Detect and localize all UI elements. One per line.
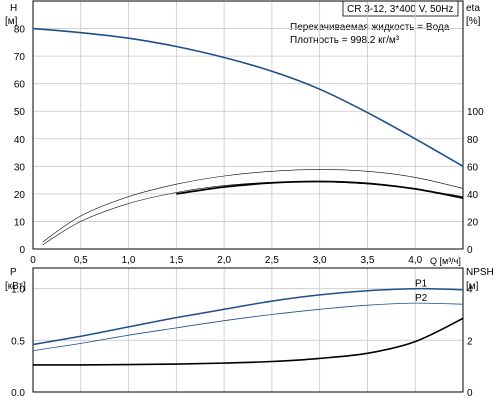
fluid-label: Перекачиваемая жидкость = Вода	[290, 22, 450, 33]
top-left-y-tick-label: 40	[14, 135, 26, 146]
top-x-tick-label: 4,0	[408, 255, 422, 266]
bottom-right-y-tick-label: 2	[467, 336, 473, 347]
bottom-right-y-tick-label: 0	[467, 388, 473, 399]
bottom-plot-frame	[32, 267, 464, 393]
bottom-right-y-tick-label: 4	[467, 285, 473, 296]
pump-title: CR 3-12, 3*400 V, 50Hz	[347, 4, 453, 15]
top-x-tick-label: 3,5	[360, 255, 374, 266]
bottom-left-axis-title: P	[10, 267, 17, 278]
top-right-axis-title: eta	[466, 3, 480, 14]
top-x-tick-label: 3,0	[313, 255, 327, 266]
top-x-tick-label: 0	[30, 255, 36, 266]
power-npsh-plot: 0.0 0.5 1.0 0 2 4 P1 P2	[11, 267, 473, 399]
top-x-tick-label: 2,5	[265, 255, 279, 266]
top-right-y-tick-label: 60	[467, 162, 479, 173]
top-right-y-tick-label: 100	[467, 107, 484, 118]
top-left-y-tick-label: 50	[14, 107, 26, 118]
efficiency-bold-curve	[176, 180, 464, 199]
top-left-y-tick-label: 70	[14, 52, 26, 63]
bottom-left-y-tick-label: 0.5	[11, 336, 25, 347]
series-p2-curve	[32, 302, 464, 352]
series-p2-label: P2	[415, 293, 428, 304]
top-left-y-tick-label: 20	[14, 190, 26, 201]
bottom-left-axis-unit: [кВт]	[5, 281, 26, 292]
top-left-y-tick-label: 80	[14, 25, 26, 36]
bottom-right-axis-title: NPSH	[466, 267, 494, 278]
top-left-y-tick-label: 30	[14, 162, 26, 173]
efficiency-middle-curve	[42, 181, 464, 246]
top-x-tick-label: 1,5	[169, 255, 183, 266]
bottom-left-y-tick-label: 1.0	[11, 285, 25, 296]
top-right-y-tick-label: 0	[467, 245, 473, 256]
top-left-axis-unit: [м]	[5, 16, 18, 27]
density-label: Плотность = 998.2 кг/м³	[290, 35, 400, 46]
top-right-y-tick-label: 20	[467, 217, 479, 228]
top-right-y-tick-label: 80	[467, 135, 479, 146]
head-curve	[32, 27, 464, 167]
top-right-axis-unit: [%]	[466, 16, 481, 27]
top-x-tick-label: 0,5	[74, 255, 88, 266]
top-plot-frame	[32, 0, 464, 250]
top-left-axis-title: H	[10, 3, 17, 14]
top-x-tick-label: 2,0	[217, 255, 231, 266]
top-left-y-tick-label: 10	[14, 217, 26, 228]
top-right-y-tick-label: 40	[467, 190, 479, 201]
head-efficiency-plot: 0 0,5 1,0 1,5 2,0 2,5 3,0 3,5 4,0 0 10 20 30 40 50 60 70…	[14, 0, 484, 266]
bottom-right-axis-unit: [м]	[466, 281, 479, 292]
bottom-left-y-tick-label: 0.0	[11, 388, 25, 399]
x-axis-label: Q [м³/ч]	[430, 256, 461, 266]
npsh-curve	[32, 317, 464, 366]
top-left-y-tick-label: 0	[19, 245, 25, 256]
efficiency-upper-curve	[42, 169, 464, 243]
top-left-y-tick-label: 60	[14, 80, 26, 91]
series-p1-curve	[32, 287, 464, 346]
top-x-tick-label: 1,0	[122, 255, 136, 266]
series-p1-label: P1	[415, 279, 428, 290]
